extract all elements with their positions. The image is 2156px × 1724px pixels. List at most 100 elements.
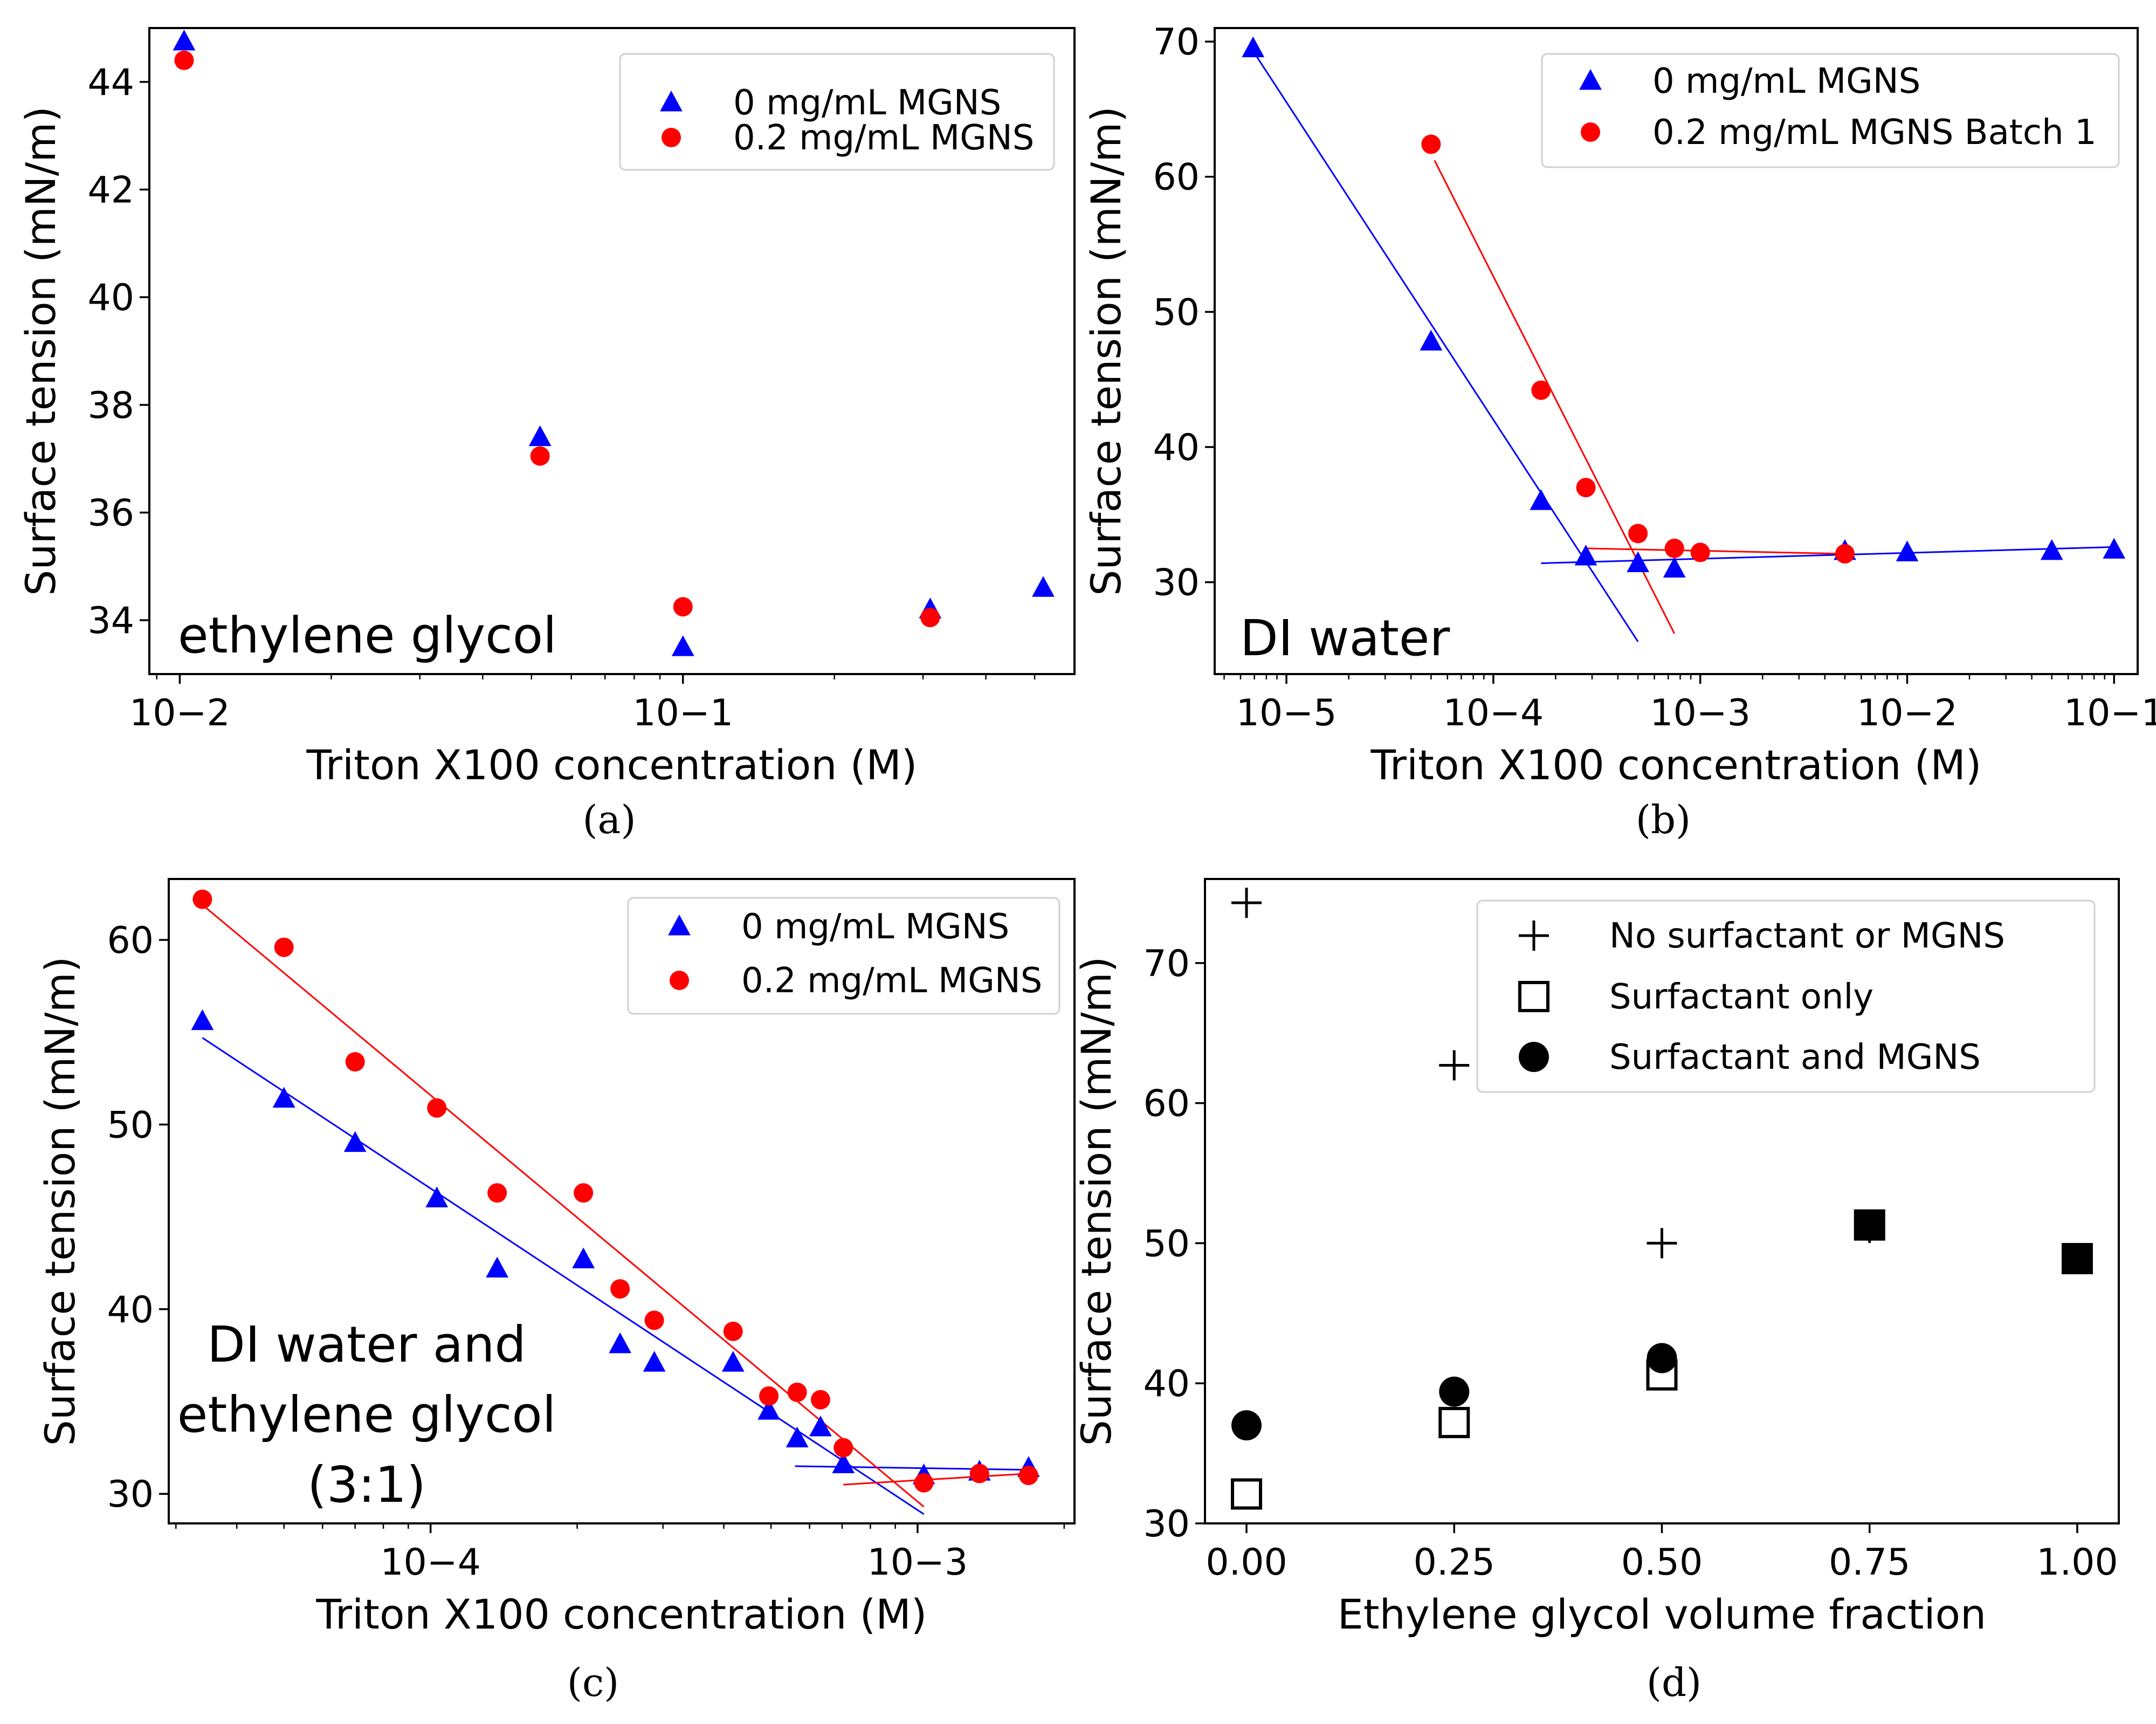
data-point: [1420, 329, 1443, 351]
data-point: [1231, 1410, 1262, 1441]
x-tick-label: 10−1: [2064, 692, 2156, 734]
data-point: [834, 1438, 853, 1458]
panel-annotation: DI water: [1240, 609, 1450, 667]
legend-marker: [1518, 981, 1549, 1012]
legend: 0 mg/mL MGNS 0.2 mg/mL MGNS Batch 1: [1541, 53, 2120, 168]
x-tick-label: 10−2: [129, 692, 230, 734]
data-point: [192, 889, 212, 909]
panel-caption: (d): [1647, 1660, 1702, 1705]
x-axis-label: Triton X100 concentration (M): [316, 1590, 927, 1638]
x-axis-label: Ethylene glycol volume fraction: [1338, 1590, 1986, 1638]
data-point: [1627, 551, 1650, 572]
data-point: [191, 1009, 214, 1031]
data-point: [345, 1052, 365, 1072]
x-tick-label: 0.25: [1414, 1541, 1495, 1584]
data-point: [272, 1087, 295, 1108]
data-point: [914, 1473, 934, 1493]
x-tick-label: 10−1: [632, 692, 733, 734]
x-tick-label: 0.75: [1829, 1541, 1910, 1584]
y-tick-label: 70: [1143, 943, 1190, 985]
series-1: [192, 889, 1038, 1493]
y-axis-label: Surface tension (mN/m): [1072, 957, 1120, 1446]
x-tick-label: 10−4: [380, 1541, 481, 1584]
data-point: [1018, 1465, 1038, 1485]
legend-label: 0 mg/mL MGNS: [733, 83, 1001, 123]
fit-line: [202, 1037, 925, 1515]
y-tick-label: 60: [1143, 1083, 1190, 1125]
x-axis-label: Triton X100 concentration (M): [1370, 741, 1982, 789]
data-point: [1574, 544, 1597, 566]
data-point: [1421, 134, 1441, 154]
series-1: [174, 50, 940, 628]
panel-annotation: ethylene glycol: [177, 1386, 556, 1444]
legend-marker: [662, 128, 681, 147]
data-point: [969, 1464, 989, 1483]
legend-marker: [1581, 122, 1600, 142]
panel-a: 34 36 38 40 42 44 10−2 10−1 Triton X100 concentr…: [17, 27, 1076, 842]
x-tick-label: 0.00: [1206, 1541, 1287, 1584]
data-point: [274, 937, 294, 957]
data-point: [809, 1415, 832, 1437]
legend: No surfactant or MGNS Surfactant only Surf…: [1476, 899, 2096, 1093]
y-tick-label: 50: [107, 1104, 154, 1146]
data-point: [644, 1310, 664, 1330]
data-point: [425, 1186, 449, 1207]
plot-frame: [1214, 27, 2139, 675]
data-point: [1032, 576, 1055, 597]
y-tick-label: 44: [87, 61, 134, 104]
data-point: [1530, 489, 1553, 510]
data-point: [723, 1321, 743, 1341]
data-point: [759, 1386, 779, 1406]
data-point: [610, 1279, 630, 1299]
legend-box: [1476, 899, 2096, 1093]
fit-line: [1586, 547, 1845, 555]
data-point: [787, 1382, 807, 1402]
data-point: [2103, 538, 2126, 559]
data-point: [810, 1390, 830, 1410]
y-tick-label: 40: [87, 277, 134, 319]
x-tick-label: 10−3: [867, 1541, 968, 1584]
fit-line: [1252, 50, 1639, 642]
data-point: [1690, 542, 1710, 562]
data-point: [1231, 888, 1262, 918]
legend-box: [1541, 53, 2120, 168]
data-point: [1628, 524, 1648, 544]
legend-box: [627, 897, 1060, 1015]
legend-box: [619, 53, 1055, 171]
data-point: [1242, 36, 1265, 58]
legend-label: 0.2 mg/mL MGNS: [733, 118, 1034, 158]
y-axis-label: Surface tension (mN/m): [17, 106, 65, 596]
y-tick-label: 36: [87, 492, 134, 535]
data-point: [1439, 1376, 1470, 1407]
data-point: [528, 425, 552, 447]
panel-caption: (c): [567, 1660, 619, 1705]
data-point: [1663, 557, 1686, 578]
legend-marker: [1519, 1042, 1549, 1072]
legend-label: Surfactant and MGNS: [1609, 1038, 1981, 1077]
y-tick-label: 38: [87, 384, 134, 427]
plot-frame: [168, 878, 1076, 1524]
fit-line: [202, 904, 925, 1508]
panel-annotation: ethylene glycol: [178, 607, 557, 664]
data-point: [487, 1183, 507, 1203]
legend-marker: [1519, 921, 1549, 951]
data-point: [1647, 1228, 1677, 1259]
data-point: [530, 446, 550, 466]
data-point: [574, 1183, 594, 1203]
legend-marker: [670, 971, 689, 990]
x-tick-label: 10−5: [1236, 692, 1337, 734]
y-tick-label: 70: [1153, 21, 1200, 64]
x-tick-label: 10−2: [1857, 692, 1958, 734]
data-point: [1438, 1406, 1470, 1438]
data-point: [1647, 1343, 1677, 1373]
panel-b: 30 40 50 60 70 10−5 10−4 10−3 10−2 10−1 Triton X10…: [1082, 21, 2156, 842]
data-point: [174, 50, 194, 70]
data-point: [427, 1098, 447, 1118]
data-point: [2040, 539, 2063, 560]
legend-marker: [660, 91, 683, 112]
data-point: [1231, 1478, 1263, 1510]
legend-label: No surfactant or MGNS: [1609, 916, 2005, 956]
data-point: [1664, 538, 1684, 558]
data-point-overlap: [2062, 1244, 2092, 1274]
